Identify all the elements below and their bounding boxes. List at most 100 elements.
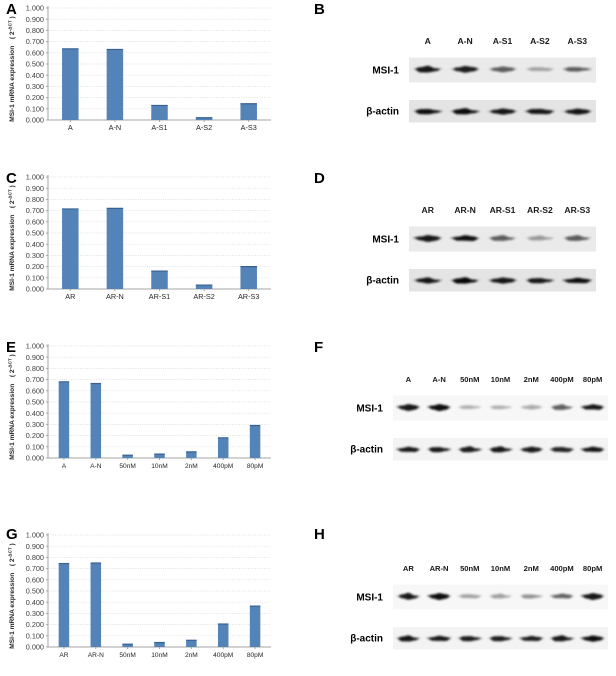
svg-text:β-actin: β-actin: [350, 445, 383, 456]
svg-text:400pM: 400pM: [213, 652, 233, 659]
svg-text:0.000: 0.000: [26, 285, 44, 294]
svg-text:β-actin: β-actin: [366, 276, 399, 287]
svg-text:80pM: 80pM: [583, 564, 602, 573]
svg-text:AR-S2: AR-S2: [193, 292, 215, 301]
svg-text:AR-S2: AR-S2: [527, 205, 553, 215]
svg-text:10nM: 10nM: [151, 463, 168, 470]
svg-text:0.500: 0.500: [26, 229, 44, 238]
svg-text:A-S1: A-S1: [493, 36, 513, 46]
svg-text:0.000: 0.000: [26, 643, 44, 652]
svg-text:MSI-1: MSI-1: [372, 234, 399, 245]
svg-text:0.900: 0.900: [26, 184, 44, 193]
svg-text:0.900: 0.900: [26, 353, 44, 362]
svg-text:0.000: 0.000: [26, 116, 44, 125]
svg-text:0.100: 0.100: [26, 104, 44, 113]
svg-text:0.600: 0.600: [26, 575, 44, 584]
svg-text:2nM: 2nM: [524, 375, 539, 384]
svg-text:MSI-1 mRNA expression ( 2-ΔCT: MSI-1 mRNA expression ( 2-ΔCT ): [8, 543, 16, 648]
svg-text:0.100: 0.100: [26, 442, 44, 451]
svg-text:0.900: 0.900: [26, 542, 44, 551]
svg-text:0.200: 0.200: [26, 620, 44, 629]
svg-text:50nM: 50nM: [460, 375, 479, 384]
svg-text:A-S2: A-S2: [530, 36, 550, 46]
svg-text:0.200: 0.200: [26, 431, 44, 440]
svg-text:400pM: 400pM: [213, 463, 233, 470]
svg-text:80pM: 80pM: [247, 652, 264, 659]
svg-text:A-N: A-N: [432, 375, 446, 384]
svg-text:MSI-1: MSI-1: [356, 592, 383, 603]
svg-text:0.700: 0.700: [26, 375, 44, 384]
svg-text:0.400: 0.400: [26, 409, 44, 418]
svg-text:AR: AR: [65, 292, 75, 301]
svg-text:β-actin: β-actin: [350, 634, 383, 645]
svg-text:AR-N: AR-N: [430, 564, 449, 573]
svg-text:AR-N: AR-N: [88, 652, 104, 659]
svg-text:0.200: 0.200: [26, 262, 44, 271]
svg-text:β-actin: β-actin: [366, 107, 399, 118]
svg-text:0.500: 0.500: [26, 60, 44, 69]
svg-text:50nM: 50nM: [460, 564, 479, 573]
svg-text:2nM: 2nM: [185, 463, 198, 470]
svg-text:0.700: 0.700: [26, 564, 44, 573]
svg-text:A-S3: A-S3: [241, 123, 257, 132]
svg-text:10nM: 10nM: [151, 652, 168, 659]
svg-text:MSI-1 mRNA expression ( 2-ΔCT: MSI-1 mRNA expression ( 2-ΔCT ): [8, 354, 16, 459]
svg-text:A-S2: A-S2: [196, 123, 212, 132]
svg-text:A: A: [62, 463, 67, 470]
svg-text:0.600: 0.600: [26, 386, 44, 395]
svg-text:80pM: 80pM: [583, 375, 602, 384]
svg-text:AR-S3: AR-S3: [564, 205, 590, 215]
svg-text:AR: AR: [421, 205, 434, 215]
svg-text:2nM: 2nM: [185, 652, 198, 659]
svg-text:400pM: 400pM: [550, 564, 574, 573]
svg-text:AR: AR: [59, 652, 68, 659]
svg-text:0.100: 0.100: [26, 273, 44, 282]
svg-text:A-S1: A-S1: [151, 123, 167, 132]
svg-text:0.200: 0.200: [26, 93, 44, 102]
svg-text:1.000: 1.000: [26, 342, 44, 351]
svg-text:0.600: 0.600: [26, 48, 44, 57]
svg-text:2nM: 2nM: [524, 564, 539, 573]
svg-text:MSI-1 mRNA expression ( 2-ΔCT: MSI-1 mRNA expression ( 2-ΔCT ): [8, 185, 16, 290]
svg-text:MSI-1: MSI-1: [356, 403, 383, 414]
svg-text:10nM: 10nM: [491, 564, 510, 573]
svg-text:AR-N: AR-N: [454, 205, 475, 215]
svg-text:0.900: 0.900: [26, 15, 44, 24]
svg-text:A: A: [68, 123, 73, 132]
svg-text:50nM: 50nM: [119, 463, 136, 470]
svg-text:50nM: 50nM: [119, 652, 136, 659]
svg-text:10nM: 10nM: [491, 375, 510, 384]
svg-text:0.800: 0.800: [26, 553, 44, 562]
svg-text:0.300: 0.300: [26, 420, 44, 429]
svg-text:0.800: 0.800: [26, 364, 44, 373]
svg-text:0.100: 0.100: [26, 631, 44, 640]
svg-text:AR-S1: AR-S1: [149, 292, 171, 301]
svg-text:80pM: 80pM: [247, 463, 264, 470]
svg-text:A-S3: A-S3: [568, 36, 588, 46]
svg-text:0.400: 0.400: [26, 598, 44, 607]
svg-text:1.000: 1.000: [26, 173, 44, 182]
svg-text:AR-S3: AR-S3: [238, 292, 260, 301]
svg-text:0.400: 0.400: [26, 71, 44, 80]
svg-text:0.000: 0.000: [26, 454, 44, 463]
svg-text:A: A: [425, 36, 431, 46]
svg-text:400pM: 400pM: [550, 375, 574, 384]
svg-text:0.400: 0.400: [26, 240, 44, 249]
svg-text:0.300: 0.300: [26, 251, 44, 260]
svg-text:0.700: 0.700: [26, 206, 44, 215]
svg-text:AR-N: AR-N: [106, 292, 124, 301]
svg-text:0.300: 0.300: [26, 609, 44, 618]
svg-text:MSI-1 mRNA expression ( 2-ΔCT: MSI-1 mRNA expression ( 2-ΔCT ): [8, 16, 16, 121]
svg-text:A-N: A-N: [457, 36, 472, 46]
svg-text:0.600: 0.600: [26, 217, 44, 226]
svg-text:0.800: 0.800: [26, 195, 44, 204]
svg-text:A-N: A-N: [109, 123, 122, 132]
svg-text:A-N: A-N: [90, 463, 102, 470]
svg-text:A: A: [406, 375, 412, 384]
svg-text:0.300: 0.300: [26, 82, 44, 91]
svg-text:1.000: 1.000: [26, 4, 44, 13]
svg-text:AR: AR: [403, 564, 414, 573]
svg-text:0.800: 0.800: [26, 26, 44, 35]
svg-text:0.500: 0.500: [26, 398, 44, 407]
svg-text:0.700: 0.700: [26, 37, 44, 46]
